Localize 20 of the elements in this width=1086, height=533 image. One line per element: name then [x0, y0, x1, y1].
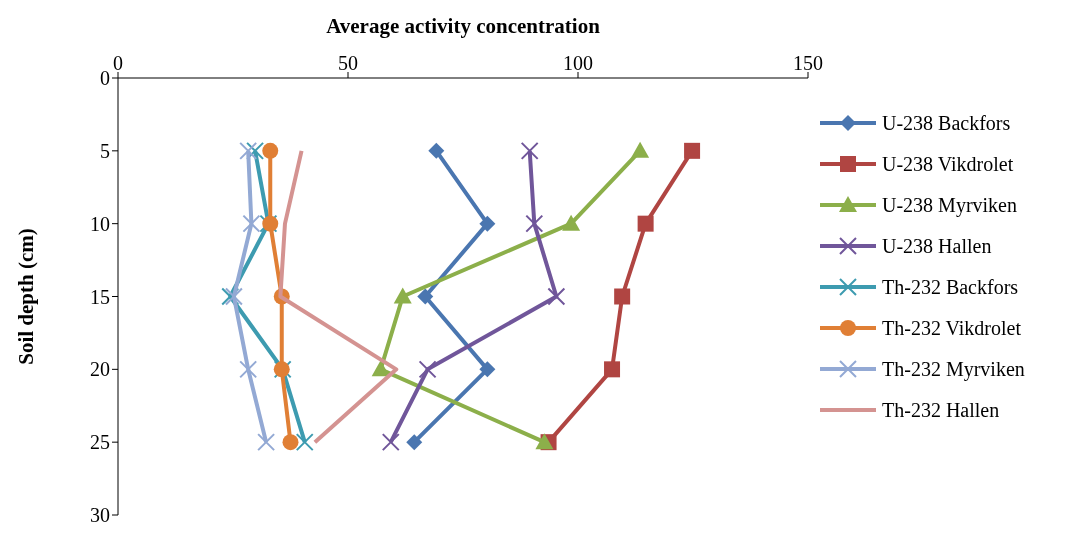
x-axis-title: Average activity concentration [326, 13, 601, 38]
y-tick-label: 15 [90, 285, 110, 308]
y-tick-label: 0 [100, 67, 110, 90]
legend-label: U-238 Backfors [882, 111, 1011, 135]
x-tick-label: 150 [793, 52, 823, 74]
legend-label: Th-232 Backfors [882, 275, 1019, 299]
legend-label: U-238 Vikdrolet [882, 152, 1014, 176]
y-tick-label: 5 [100, 139, 110, 162]
legend-label: Th-232 Hallen [882, 398, 1000, 422]
y-axis-title: Soil depth (cm) [14, 228, 39, 365]
y-tick-label: 25 [90, 431, 110, 454]
legend-label: U-238 Hallen [882, 234, 992, 258]
legend-label: Th-232 Myrviken [882, 357, 1025, 381]
x-tick-label: 50 [338, 52, 358, 74]
x-tick-label: 100 [563, 52, 593, 74]
legend-label: U-238 Myrviken [882, 193, 1017, 217]
y-tick-label: 30 [90, 504, 110, 527]
y-tick-label: 10 [90, 212, 110, 235]
y-tick-label: 20 [90, 358, 110, 381]
legend-label: Th-232 Vikdrolet [882, 316, 1021, 340]
